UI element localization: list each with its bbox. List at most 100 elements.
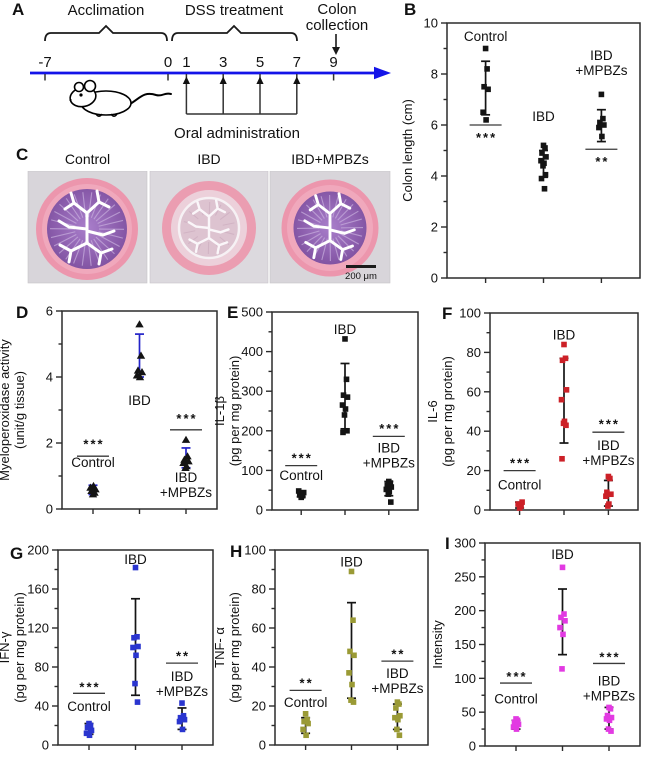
acclimation-brace [44, 24, 168, 42]
significance-stars: *** [379, 421, 400, 436]
oral-administration-label: Oral administration [174, 125, 300, 142]
data-point [84, 724, 91, 731]
data-point [600, 115, 606, 122]
histology-label-ibd: IBD [197, 151, 221, 167]
y-axis-label: IL-1β [215, 396, 227, 426]
y-tick-label: 120 [27, 621, 49, 636]
timeline-day-label: -7 [38, 54, 51, 71]
data-point [301, 718, 307, 725]
y-tick-label: 8 [431, 67, 438, 82]
data-point [515, 501, 521, 507]
y-axis-label: (unit/g tissue) [12, 371, 27, 449]
mouse-icon [69, 79, 172, 117]
timeline-day-label: 1 [182, 54, 190, 71]
group-label: IBD [386, 666, 409, 681]
y-axis-label: TNF- α [215, 627, 227, 668]
group-label: +MPBZs [583, 688, 635, 703]
y-tick-label: 10 [424, 16, 438, 31]
y-axis-label: (pg per mg protein) [227, 592, 242, 703]
dss-brace [171, 24, 298, 42]
group-label: +MPBZs [582, 453, 634, 468]
oral-arrowhead [256, 76, 264, 84]
y-tick-label: 2 [46, 436, 53, 451]
panel-letter-d: D [16, 303, 29, 322]
data-point [344, 394, 351, 400]
significance-stars: ** [595, 154, 609, 169]
y-tick-label: 2 [431, 220, 438, 235]
timeline-arrowhead [374, 66, 391, 80]
data-point [559, 357, 566, 364]
group-label: +MPBZs [363, 455, 415, 470]
group-label: Control [494, 692, 538, 707]
group-label: IBD [128, 393, 151, 408]
data-point [559, 666, 565, 672]
significance-stars: *** [476, 130, 497, 145]
data-point [395, 716, 401, 723]
y-tick-label: 0 [474, 503, 481, 518]
data-point [351, 652, 357, 659]
y-tick-label: 80 [467, 345, 481, 360]
chart-B: 0 2 4 6 8 10 Colon length (cm) *** Control IBD ** I… [400, 16, 641, 286]
data-point [339, 402, 346, 408]
data-point [350, 699, 357, 705]
y-tick-label: 0 [42, 738, 49, 753]
data-point [484, 66, 490, 72]
data-point [388, 484, 395, 490]
y-axis-label: IL-6 [428, 400, 440, 422]
data-point [608, 491, 614, 498]
data-point [135, 320, 144, 328]
group-label: IBD [378, 440, 401, 455]
data-point [397, 712, 403, 719]
y-tick-label: 40 [252, 660, 266, 675]
significance-stars: *** [599, 416, 620, 431]
data-point [480, 109, 486, 116]
data-point [349, 681, 355, 688]
data-point [515, 721, 522, 728]
group-label: IBD [597, 438, 620, 453]
y-axis-label: IFN-γ [0, 631, 12, 663]
group-label: +MPBZs [156, 684, 208, 699]
group-label: +MPBZs [160, 485, 212, 500]
y-tick-label: 160 [27, 582, 49, 597]
data-point [538, 175, 545, 182]
panel-i: I 0 50 100 150 200 250 300 Intensity *** Control I… [428, 526, 645, 758]
data-point [560, 631, 566, 638]
scale-bar [346, 265, 376, 268]
chart-G: 0 40 80 120 160 200 IFN-γ (pg per mg protein) **… [0, 543, 214, 753]
data-point [510, 724, 517, 730]
panel-letter-e: E [227, 303, 239, 322]
data-point [341, 412, 348, 418]
y-tick-label: 250 [454, 569, 476, 584]
data-point [605, 503, 611, 509]
data-point [604, 712, 611, 719]
data-point [518, 503, 524, 509]
data-point [599, 133, 605, 140]
y-tick-label: 40 [467, 424, 481, 439]
group-label: +MPBZs [371, 681, 423, 696]
significance-stars: ** [176, 648, 190, 663]
data-point [350, 617, 356, 623]
panel-a: A Acclimation DSS treatment Colon collec… [0, 0, 400, 145]
data-point [83, 730, 90, 737]
data-point [303, 732, 309, 739]
y-tick-label: 4 [46, 370, 53, 385]
group-label: Control [71, 455, 115, 470]
data-point [136, 351, 146, 359]
y-axis-label: (pg per mg protein) [440, 356, 455, 467]
data-point [557, 624, 563, 631]
data-point [340, 429, 346, 436]
panel-letter-a: A [12, 0, 25, 19]
data-point [133, 652, 139, 659]
y-tick-label: 20 [252, 699, 266, 714]
y-axis-label: Intensity [430, 620, 445, 669]
y-axis-label: (pg per mg protein) [227, 356, 242, 467]
timeline-day-label: 9 [329, 54, 337, 71]
data-point [563, 422, 569, 429]
data-point [540, 163, 546, 169]
colon-collection-label-line2: collection [306, 17, 369, 34]
chart-E: 0 100 200 300 400 500 IL-1β (pg per mg protein)… [215, 305, 419, 517]
data-point [344, 428, 350, 434]
scale-bar-label: 200 μm [345, 271, 377, 282]
data-point [485, 86, 491, 93]
data-point [559, 564, 566, 571]
